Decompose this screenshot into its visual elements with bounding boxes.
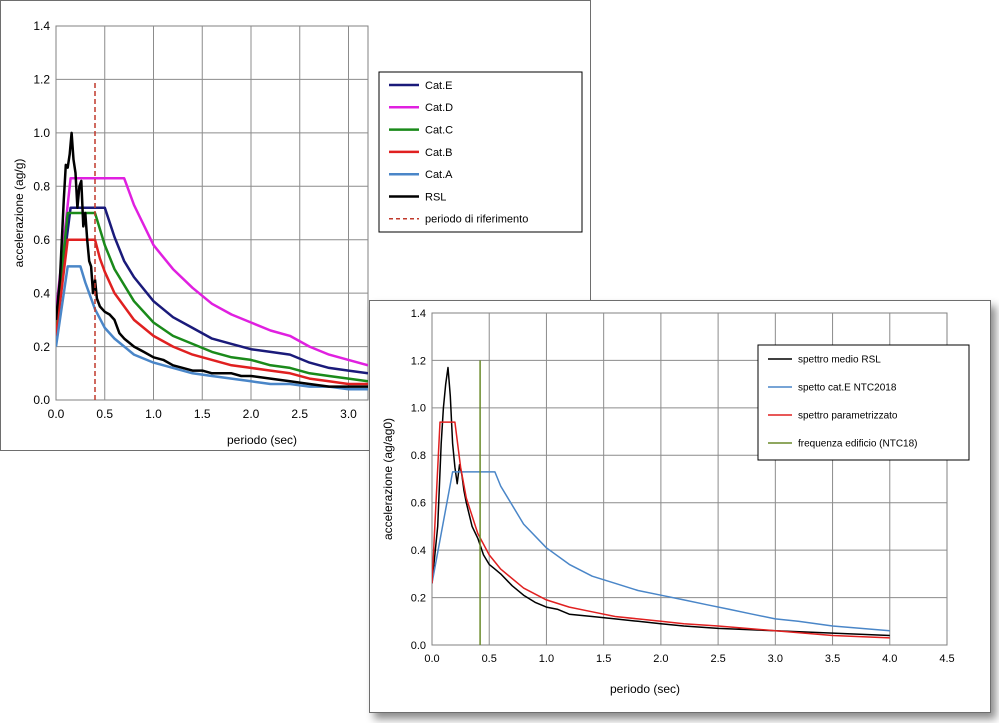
x-tick-label: 0.0 — [424, 653, 439, 665]
y-tick-label: 0.2 — [411, 592, 426, 604]
series-line-1 — [432, 471, 890, 632]
x-tick-label: 3.0 — [768, 653, 783, 665]
y-tick-label: 1.0 — [411, 403, 426, 415]
x-tick-label: 1.5 — [194, 407, 211, 421]
x-tick-label: 2.5 — [291, 407, 308, 421]
y-tick-label: 0.0 — [411, 640, 426, 652]
legend-entry: Cat.D — [425, 102, 453, 114]
series-line-2 — [432, 421, 890, 639]
legend — [757, 344, 970, 461]
chart-panel-lower-right: 0.0 0.5 1.0 1.5 2.0 2.5 3.0 3.5 4.0 4.5 0.0 0.2 0.4 0… — [369, 300, 991, 713]
legend-entry: periodo di riferimento — [425, 214, 528, 226]
chart-spectra-categories: 0.0 0.5 1.0 1.5 2.0 2.5 3.0 0.0 0.2 0.4 0.6 0.8 1.0 1… — [12, 19, 583, 447]
y-tick-label: 0.2 — [33, 340, 50, 354]
x-tick-label: 4.5 — [939, 653, 954, 665]
legend-entry: Cat.E — [425, 80, 453, 92]
chart-spectra-rsl-vs-ntc: 0.0 0.5 1.0 1.5 2.0 2.5 3.0 3.5 4.0 4.5 0.0 0.2 0.4 0… — [381, 308, 970, 696]
legend-entry: spettro medio RSL — [798, 355, 881, 366]
y-tick-label: 0.6 — [411, 498, 426, 510]
x-tick-label: 2.0 — [243, 407, 260, 421]
x-tick-label: 0.5 — [96, 407, 113, 421]
x-tick-label: 1.0 — [145, 407, 162, 421]
y-tick-label: 1.0 — [33, 126, 50, 140]
legend-entry: Cat.C — [425, 124, 453, 136]
legend-entry: spetto cat.E NTC2018 — [798, 383, 897, 394]
x-tick-label: 0.0 — [48, 407, 65, 421]
legend-entry: Cat.B — [425, 147, 453, 159]
x-tick-label: 3.5 — [825, 653, 840, 665]
x-tick-label: 1.0 — [539, 653, 554, 665]
series-line-5 — [56, 131, 368, 388]
y-tick-label: 0.4 — [33, 286, 50, 300]
y-tick-label: 0.8 — [411, 450, 426, 462]
y-tick-label: 0.6 — [33, 233, 50, 247]
y-tick-label: 1.4 — [33, 19, 50, 33]
series-line-0 — [432, 366, 890, 637]
y-axis-label: accelerazione (ag/g) — [12, 159, 26, 268]
series-line-2 — [56, 211, 368, 383]
legend-entry: spettro parametrizzato — [798, 411, 898, 422]
y-axis-label: accelerazione (ag/ag0) — [381, 418, 395, 540]
x-tick-label: 0.5 — [482, 653, 497, 665]
series-line-4 — [56, 265, 368, 391]
x-tick-label: 3.0 — [340, 407, 357, 421]
y-tick-label: 0.4 — [411, 545, 426, 557]
x-tick-label: 2.5 — [710, 653, 725, 665]
chart-panel-upper-left: 0.0 0.5 1.0 1.5 2.0 2.5 3.0 0.0 0.2 0.4 0.6 0.8 1.0 1… — [0, 0, 591, 451]
legend-entry: frequenza edificio (NTC18) — [798, 439, 918, 450]
series-line-0 — [56, 206, 368, 375]
y-tick-label: 1.4 — [411, 308, 426, 320]
series-line-3 — [56, 238, 368, 386]
plot-area — [55, 25, 369, 401]
x-tick-label: 1.5 — [596, 653, 611, 665]
legend-entry: RSL — [425, 191, 446, 203]
x-axis-label: periodo (sec) — [610, 682, 680, 696]
y-tick-label: 1.2 — [411, 355, 426, 367]
legend-entry: Cat.A — [425, 169, 453, 181]
y-tick-label: 0.8 — [33, 179, 50, 193]
x-tick-label: 2.0 — [653, 653, 668, 665]
x-axis-label: periodo (sec) — [227, 433, 297, 447]
x-tick-label: 4.0 — [882, 653, 897, 665]
series-line-1 — [56, 177, 368, 367]
y-tick-label: 1.2 — [33, 73, 50, 87]
y-tick-label: 0.0 — [33, 393, 50, 407]
